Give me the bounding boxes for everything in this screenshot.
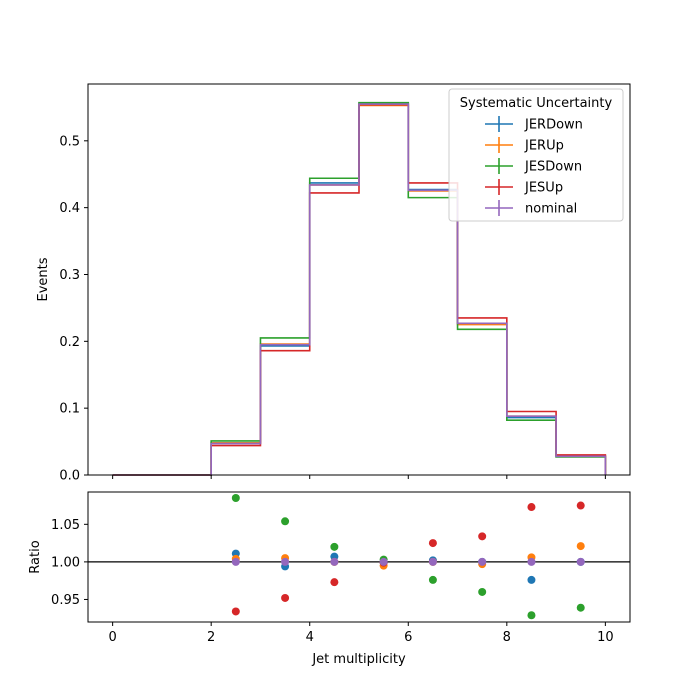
ratio-point-jesup bbox=[478, 532, 487, 541]
ratio-point-jesup bbox=[330, 578, 339, 587]
ratio-point-jesup bbox=[281, 593, 290, 602]
ratio-y-tick-label: 1.05 bbox=[51, 518, 80, 533]
ratio-x-tick-label: 10 bbox=[597, 630, 614, 645]
top-y-tick-label: 0.2 bbox=[59, 335, 80, 350]
legend-title: Systematic Uncertainty bbox=[460, 96, 613, 111]
ratio-point-nominal bbox=[478, 557, 487, 566]
ratio-point-jesdown bbox=[527, 611, 536, 620]
ratio-panel: 0.95 1.00 1.05 0 2 4 6 8 10 Jet multiplicity Ratio bbox=[28, 491, 631, 667]
ratio-point-jesdown bbox=[231, 494, 240, 503]
ratio-point-nominal bbox=[379, 557, 388, 566]
ratio-point-nominal bbox=[576, 557, 585, 566]
top-y-tick-label: 0.1 bbox=[59, 402, 80, 417]
top-y-tick-label: 0.0 bbox=[59, 469, 80, 484]
ratio-point-nominal bbox=[428, 557, 437, 566]
ratio-point-jesup bbox=[576, 501, 585, 510]
ratio-point-jesup bbox=[231, 607, 240, 616]
ratio-point-jesdown bbox=[478, 587, 487, 596]
ratio-point-jesdown bbox=[281, 517, 290, 526]
ratio-point-nominal bbox=[527, 557, 536, 566]
ratio-x-tick-label: 8 bbox=[503, 630, 511, 645]
legend: Systematic Uncertainty JERDown JERUp JESDow… bbox=[448, 88, 624, 222]
top-plot-frame bbox=[87, 83, 631, 476]
legend-label-jerdown: JERDown bbox=[524, 118, 583, 133]
ratio-point-jesup bbox=[527, 503, 536, 512]
histogram-series-group bbox=[112, 101, 607, 476]
ratio-point-jerdown bbox=[527, 575, 536, 584]
ratio-plot-frame bbox=[87, 491, 631, 623]
ratio-y-tick-label: 1.00 bbox=[51, 555, 80, 570]
top-y-tick-label: 0.3 bbox=[59, 268, 80, 283]
ratio-y-tick-label: 0.95 bbox=[51, 593, 80, 608]
top-panel: 0.0 0.1 0.2 0.3 0.4 0.5 Events bbox=[36, 83, 631, 484]
ratio-point-jesup bbox=[428, 539, 437, 548]
ratio-x-tick-label: 0 bbox=[108, 630, 116, 645]
ratio-point-jesdown bbox=[330, 542, 339, 551]
top-y-tick-label: 0.5 bbox=[59, 134, 80, 149]
legend-box bbox=[448, 88, 624, 222]
ratio-x-axis-label: Jet multiplicity bbox=[311, 652, 406, 667]
histogram-line-nominal bbox=[112, 103, 607, 476]
histogram-line-jesdown bbox=[112, 101, 607, 476]
ratio-point-nominal bbox=[281, 557, 290, 566]
ratio-points-group bbox=[231, 494, 585, 620]
ratio-point-nominal bbox=[231, 557, 240, 566]
ratio-x-tick-label: 6 bbox=[404, 630, 412, 645]
ratio-x-tick-label: 2 bbox=[207, 630, 215, 645]
ratio-y-axis-label: Ratio bbox=[28, 540, 43, 573]
ratio-point-nominal bbox=[330, 557, 339, 566]
legend-label-jesup: JESUp bbox=[524, 181, 563, 196]
legend-label-jesdown: JESDown bbox=[524, 160, 582, 175]
ratio-point-jerup bbox=[576, 542, 585, 551]
ratio-point-jesdown bbox=[428, 575, 437, 584]
ratio-x-tick-label: 4 bbox=[306, 630, 314, 645]
legend-label-jerup: JERUp bbox=[524, 139, 564, 154]
ratio-point-jesdown bbox=[576, 603, 585, 612]
top-y-axis-label: Events bbox=[36, 257, 51, 301]
legend-label-nominal: nominal bbox=[525, 202, 577, 217]
top-y-tick-label: 0.4 bbox=[59, 201, 80, 216]
